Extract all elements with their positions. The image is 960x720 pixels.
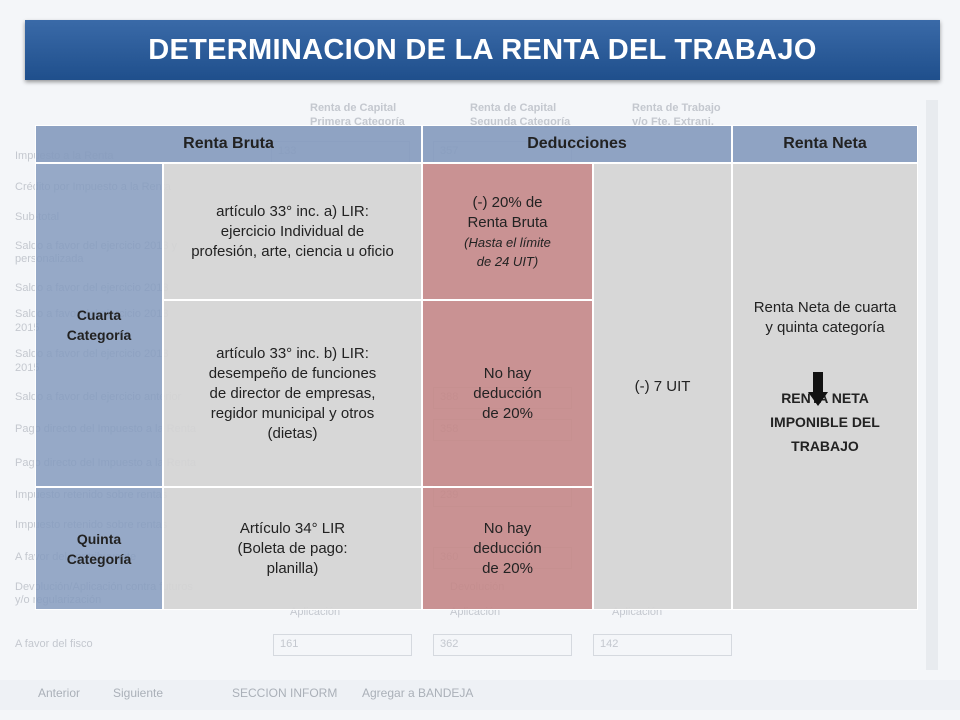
deduction-cell: No hay deducción de 20% <box>422 487 593 610</box>
header-text: Renta Neta <box>783 135 867 152</box>
title-banner: DETERMINACION DE LA RENTA DEL TRABAJO <box>25 20 940 80</box>
deduction-line: No hay <box>483 364 532 382</box>
deduction-line: de 20% <box>482 559 533 577</box>
field-box <box>433 634 572 656</box>
row-label: A favor del fisco <box>15 638 93 650</box>
description-line: (dietas) <box>267 424 318 442</box>
net-result-line: TRABAJO <box>791 438 859 454</box>
fixed-deduction-cell: (-) 7 UIT <box>593 163 732 610</box>
field-code: 161 <box>280 638 299 650</box>
description-line: profesión, arte, ciencia u oficio <box>191 242 394 260</box>
fixed-deduction: (-) 7 UIT <box>634 377 691 395</box>
deduction-note: (Hasta el límite <box>464 234 551 250</box>
description-line: Artículo 34° LIR <box>239 519 346 537</box>
field-code: 142 <box>600 638 619 650</box>
column-header: Renta de Trabajo <box>632 102 721 114</box>
deduction-cell: (-) 20% de Renta Bruta (Hasta el límite de … <box>422 163 593 300</box>
description-line: desempeño de funciones <box>208 364 377 382</box>
toolbar-button: Agregar a BANDEJA <box>362 686 474 700</box>
row-label: 2015 <box>15 362 40 374</box>
header-cell: Deducciones <box>422 125 732 163</box>
toolbar-button: Anterior <box>38 686 81 700</box>
header-text: Renta Bruta <box>183 135 274 152</box>
arrow-shaft <box>813 372 823 394</box>
category-text: Cuarta <box>76 307 122 323</box>
description-line: artículo 33° inc. b) LIR: <box>216 344 369 362</box>
category-cell: Quinta Categoría <box>35 487 163 610</box>
row-label: 2015 <box>15 322 40 334</box>
description-line: de director de empresas, <box>209 384 376 402</box>
category-cell: Cuarta Categoría <box>35 163 163 487</box>
net-line: Renta Neta de cuarta <box>753 299 897 316</box>
description-cell: artículo 33° inc. a) LIR: ejercicio Indiv… <box>163 163 422 300</box>
toolbar <box>0 680 960 710</box>
description-line: planilla) <box>266 559 319 577</box>
description-line: ejercicio Individual de <box>220 222 365 240</box>
deduction-cell: No hay deducción de 20% <box>422 300 593 487</box>
deduction-note: de 24 UIT) <box>476 253 539 269</box>
deduction-line: No hay <box>483 519 532 537</box>
header-cell: Renta Neta <box>732 125 918 163</box>
field-code: 362 <box>440 638 459 650</box>
net-result-line: IMPONIBLE DEL <box>770 414 880 430</box>
header-text: Deducciones <box>527 135 627 152</box>
column-header: Renta de Capital <box>470 102 557 114</box>
deduction-line: (-) 20% de <box>472 193 543 211</box>
toolbar-button: Siguiente <box>113 686 164 700</box>
category-text: Categoría <box>66 327 132 343</box>
deduction-line: deducción <box>473 384 542 402</box>
field-box <box>273 634 412 656</box>
category-text: Quinta <box>76 530 122 547</box>
description-line: regidor municipal y otros <box>210 404 375 422</box>
category-text: Categoría <box>66 550 132 567</box>
deduction-line: de 20% <box>482 404 533 422</box>
title: DETERMINACION DE LA RENTA DEL TRABAJO <box>148 33 817 66</box>
net-line: y quinta categoría <box>765 319 885 336</box>
description-line: (Boleta de pago: <box>237 539 348 557</box>
header-cell: Renta Bruta <box>35 125 422 163</box>
description-cell: Artículo 34° LIR (Boleta de pago: planilla… <box>163 487 422 610</box>
description-cell: artículo 33° inc. b) LIR: desempeño de fu… <box>163 300 422 487</box>
deduction-line: deducción <box>473 539 542 557</box>
arrow-head <box>808 392 828 406</box>
toolbar-button: SECCION INFORM <box>232 686 338 700</box>
field-box <box>593 634 732 656</box>
description-line: artículo 33° inc. a) LIR: <box>216 202 369 220</box>
column-header: Renta de Capital <box>310 102 397 114</box>
deduction-line: Renta Bruta <box>467 213 548 231</box>
scrollbar <box>926 100 938 670</box>
net-cell: Renta Neta de cuarta y quinta categoría RE… <box>732 163 918 610</box>
